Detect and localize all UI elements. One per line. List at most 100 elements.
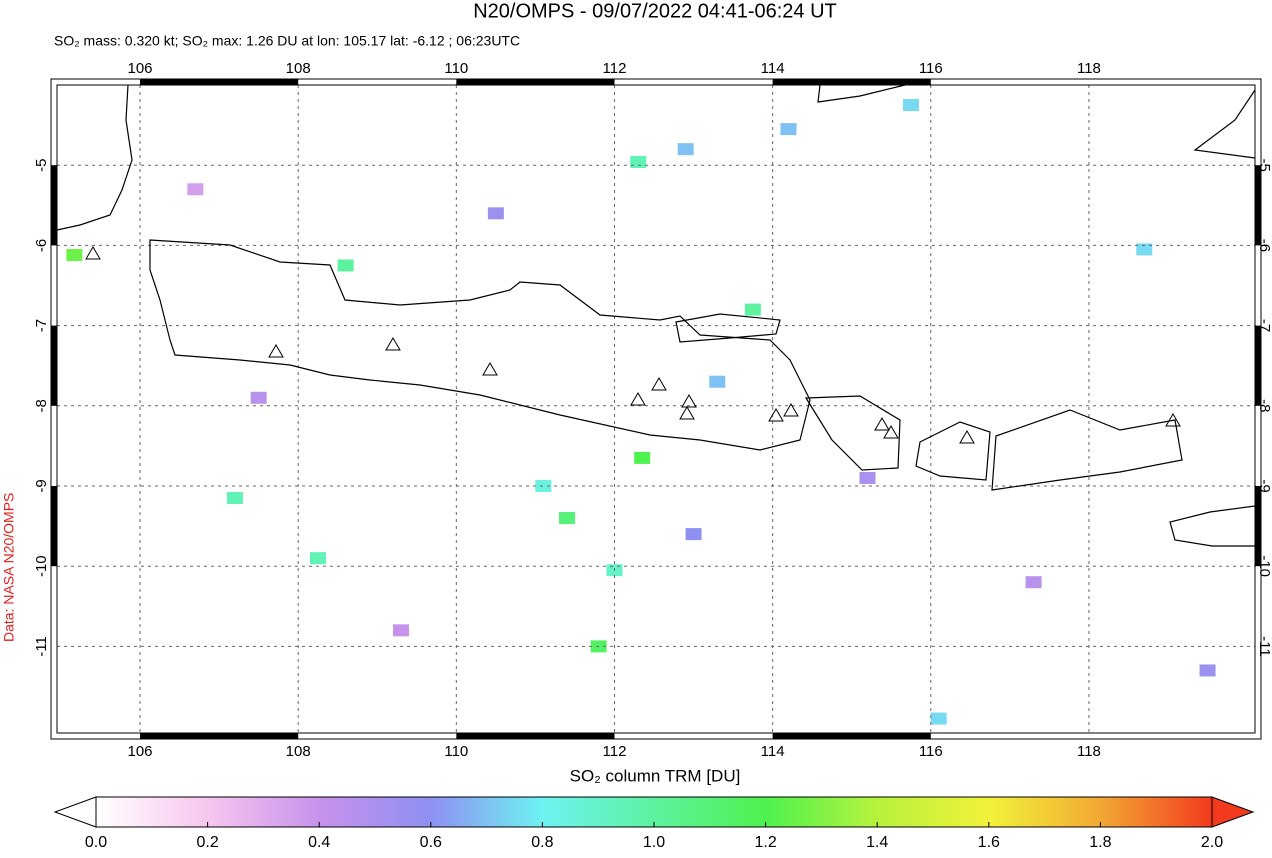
volcano — [85, 246, 1181, 444]
lat-tick-label: -5 — [1256, 159, 1272, 172]
coast-bali — [804, 395, 901, 471]
so2-cell — [487, 207, 504, 220]
so2-cell — [630, 155, 647, 168]
so2-cell — [226, 492, 243, 505]
colorbar: SO₂ column TRM [DU] 0.0 0.2 0.4 0.6 0.8 1.0 1.… — [53, 766, 1255, 851]
colorbar-tick-label: 1.0 — [643, 834, 665, 851]
frame-segment — [772, 79, 931, 85]
lat-tick-label: -6 — [1256, 239, 1272, 252]
lon-tick-label: 106 — [128, 60, 153, 77]
lat-tick-label: -10 — [1256, 555, 1272, 577]
colorbar-tick-label: 1.8 — [1089, 834, 1111, 851]
colorbar-tick-label: 0.2 — [196, 834, 218, 851]
colorbar-tick-label: 0.4 — [308, 834, 330, 851]
lat-tick-label: -8 — [1256, 399, 1272, 412]
so2-cell — [744, 303, 761, 316]
frame-segment — [1255, 485, 1261, 567]
grid — [57, 85, 1255, 733]
coast-sumba — [1169, 505, 1255, 547]
colorbar-tick-label: 1.6 — [978, 834, 1000, 851]
lon-tick-label: 108 — [286, 60, 311, 77]
frame-segment — [1255, 165, 1261, 246]
lat-tick-label: -9 — [33, 479, 50, 492]
lat-tick-label: -7 — [1256, 319, 1272, 332]
lat-tick-label: -5 — [33, 159, 50, 172]
lat-tick-label: -9 — [1256, 479, 1272, 492]
subtitle: SO₂ mass: 0.320 kt; SO₂ max: 1.26 DU at … — [54, 33, 520, 49]
coast-sumbawa — [991, 409, 1183, 491]
coast-sumatra — [57, 85, 133, 231]
lon-tick-label: 110 — [444, 60, 468, 77]
lon-tick-label: 116 — [919, 60, 943, 77]
cells — [66, 99, 1216, 725]
so2-cell — [1025, 576, 1042, 589]
frame-border — [56, 84, 1256, 734]
so2-cell — [66, 249, 83, 262]
lat-tick-label: -11 — [1256, 636, 1272, 657]
coast-sulawesi — [1193, 89, 1255, 159]
lon-tick-label: 108 — [286, 743, 311, 760]
volcanoes — [85, 246, 1181, 444]
colorbar-tick-label: 0.0 — [85, 834, 107, 851]
so2-cell — [677, 143, 694, 156]
colorbar-tick-label: 1.4 — [866, 834, 888, 851]
so2-cell — [250, 391, 267, 404]
frame-segment — [1255, 325, 1261, 406]
colorbar-tick-label: 0.8 — [531, 834, 553, 851]
coast-lombok — [915, 421, 991, 481]
lat-tick-label: -6 — [33, 239, 50, 252]
credit: Data: NASA N20/OMPS — [1, 493, 17, 642]
lat-tick-label: -10 — [33, 555, 50, 577]
so2-cell — [535, 479, 552, 492]
so2-cell — [187, 183, 204, 196]
so2-cell — [392, 624, 409, 637]
frame-segment — [456, 733, 615, 739]
colorbar-tick-label: 1.2 — [754, 834, 776, 851]
so2-cell — [685, 528, 702, 541]
coast-madura — [675, 313, 781, 343]
colorbar-under — [53, 796, 97, 828]
colorbar-tick-label: 0.6 — [420, 834, 442, 851]
axis-ticks: 106 106 108 108 110 110 112 112 114 114 116 116 118 1… — [33, 60, 1272, 760]
map-frame — [50, 78, 1262, 740]
lon-tick-label: 118 — [1077, 743, 1101, 760]
so2-cell — [930, 712, 947, 725]
so2-cell — [709, 375, 726, 388]
so2-cell — [1136, 243, 1153, 256]
title: N20/OMPS - 09/07/2022 04:41-06:24 UT — [473, 0, 837, 22]
lat-tick-label: -7 — [33, 319, 50, 332]
lat-tick-label: -11 — [33, 636, 50, 657]
so2-cell — [859, 471, 876, 484]
frame-segment — [140, 733, 299, 739]
coast-kalimantan — [817, 85, 906, 103]
frame-segment — [772, 733, 931, 739]
colorbar-label: SO₂ column TRM [DU] — [570, 766, 741, 785]
so2-cell — [634, 451, 651, 464]
lon-tick-label: 114 — [761, 60, 785, 77]
frame-segment — [140, 79, 299, 85]
so2-cell — [309, 552, 326, 565]
frame-segment — [51, 485, 57, 567]
lon-tick-label: 112 — [603, 60, 627, 77]
frame-border — [50, 78, 1262, 740]
so2-cell — [780, 123, 797, 136]
frame-segment — [51, 165, 57, 246]
so2-cell — [1199, 664, 1216, 677]
coast-java — [149, 239, 811, 451]
colorbar-tick-label: 2.0 — [1201, 834, 1223, 851]
so2-cell — [903, 99, 920, 112]
coastlines — [57, 85, 1255, 547]
lat-tick-label: -8 — [33, 399, 50, 412]
lon-tick-label: 114 — [761, 743, 785, 760]
lon-tick-label: 106 — [128, 743, 153, 760]
frame-segment — [51, 325, 57, 406]
lon-tick-label: 112 — [603, 743, 627, 760]
lon-tick-label: 110 — [444, 743, 468, 760]
lon-tick-label: 116 — [919, 743, 943, 760]
colorbar-over — [1211, 796, 1255, 828]
so2-cell — [559, 512, 576, 525]
frame-segment — [456, 79, 615, 85]
so2-cell — [337, 259, 354, 272]
lon-tick-label: 118 — [1077, 60, 1101, 77]
